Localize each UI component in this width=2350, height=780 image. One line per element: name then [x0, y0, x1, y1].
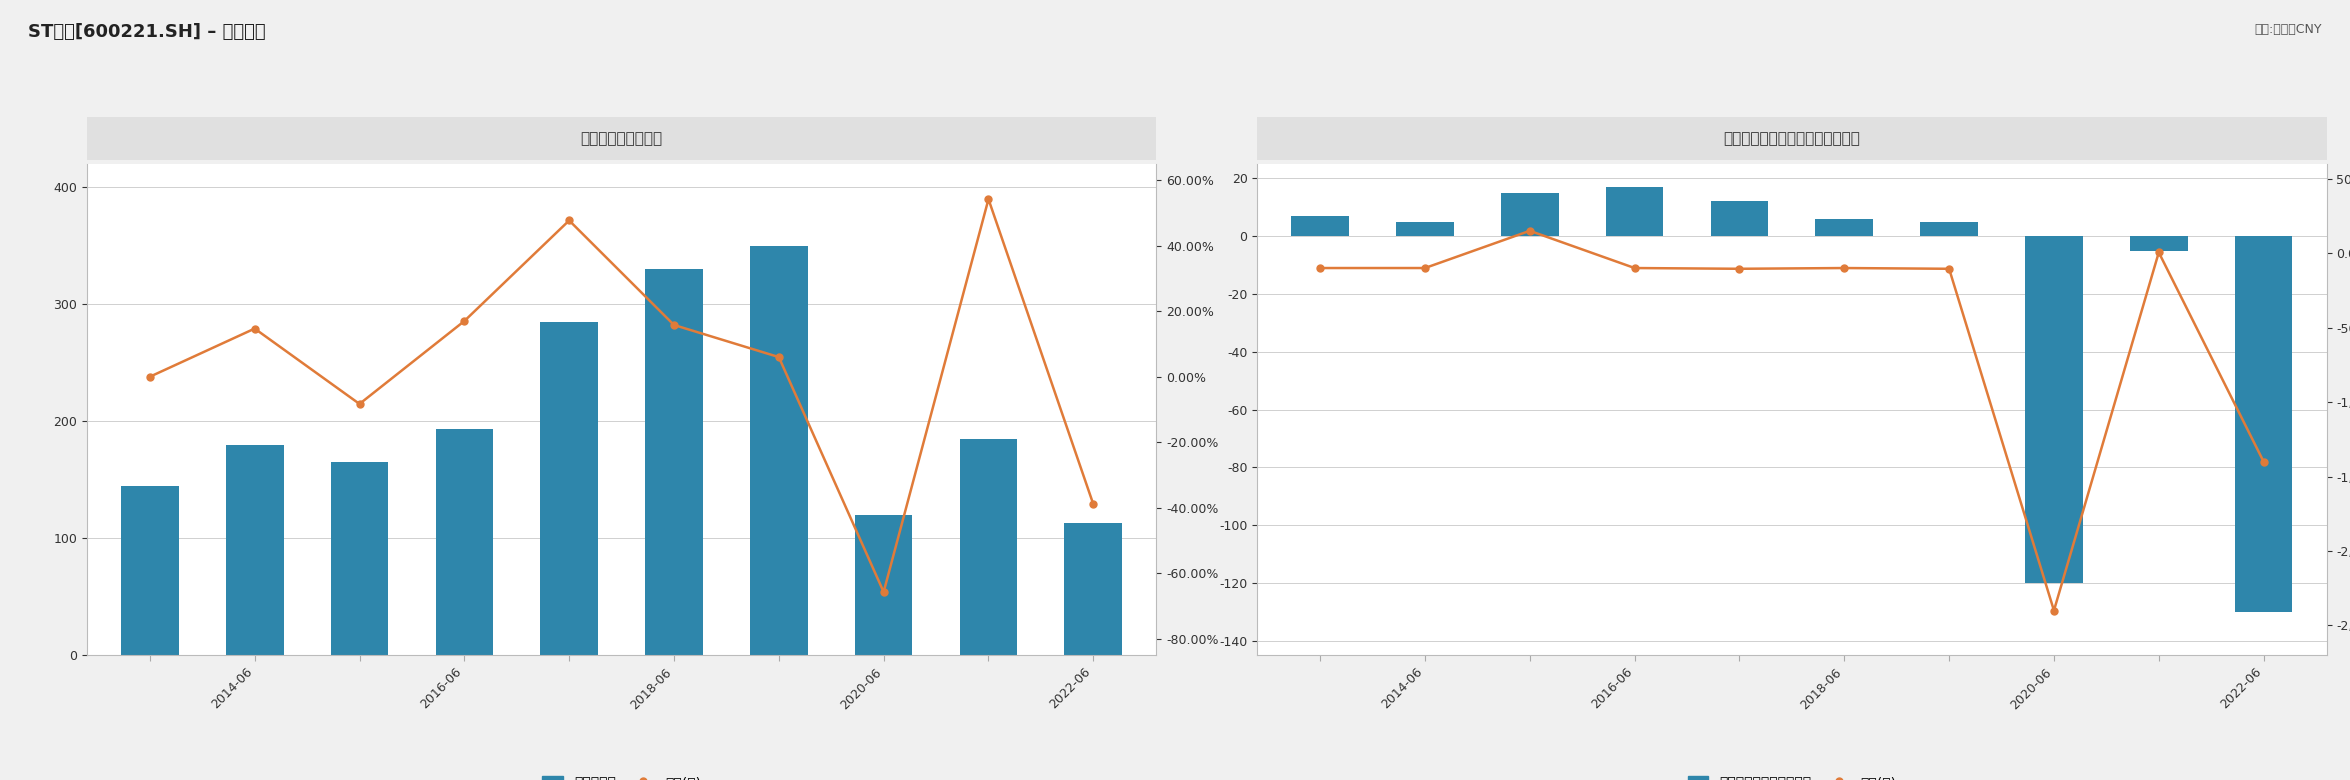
Bar	[1065, 523, 1123, 655]
Bar	[1920, 222, 1979, 236]
Bar	[1711, 201, 1767, 236]
Bar	[1605, 187, 1664, 236]
Bar	[1290, 216, 1349, 236]
Bar	[646, 269, 703, 655]
Legend: 归属母公司股东的净利润, 同比(右): 归属母公司股东的净利润, 同比(右)	[1683, 771, 1901, 780]
Text: ST海航[600221.SH] – 财务摘要: ST海航[600221.SH] – 财务摘要	[28, 23, 266, 41]
Bar	[331, 462, 388, 655]
Bar	[226, 445, 284, 655]
Bar	[2235, 236, 2294, 612]
Text: 营业总收入及增长率: 营业总收入及增长率	[580, 131, 663, 146]
Text: 归属母公司股东的净利润及增长率: 归属母公司股东的净利润及增长率	[1723, 131, 1861, 146]
Text: 单位:亿元，CNY: 单位:亿元，CNY	[2254, 23, 2322, 37]
Bar	[750, 246, 808, 655]
Bar	[540, 321, 597, 655]
Bar	[855, 515, 912, 655]
Legend: 营业总收入, 同比(右): 营业总收入, 同比(右)	[536, 771, 707, 780]
Bar	[959, 438, 1018, 655]
Bar	[1396, 222, 1455, 236]
Bar	[1817, 218, 1873, 236]
Bar	[2129, 236, 2188, 250]
Bar	[2026, 236, 2082, 583]
Bar	[120, 485, 179, 655]
Bar	[1502, 193, 1558, 236]
Bar	[435, 429, 494, 655]
